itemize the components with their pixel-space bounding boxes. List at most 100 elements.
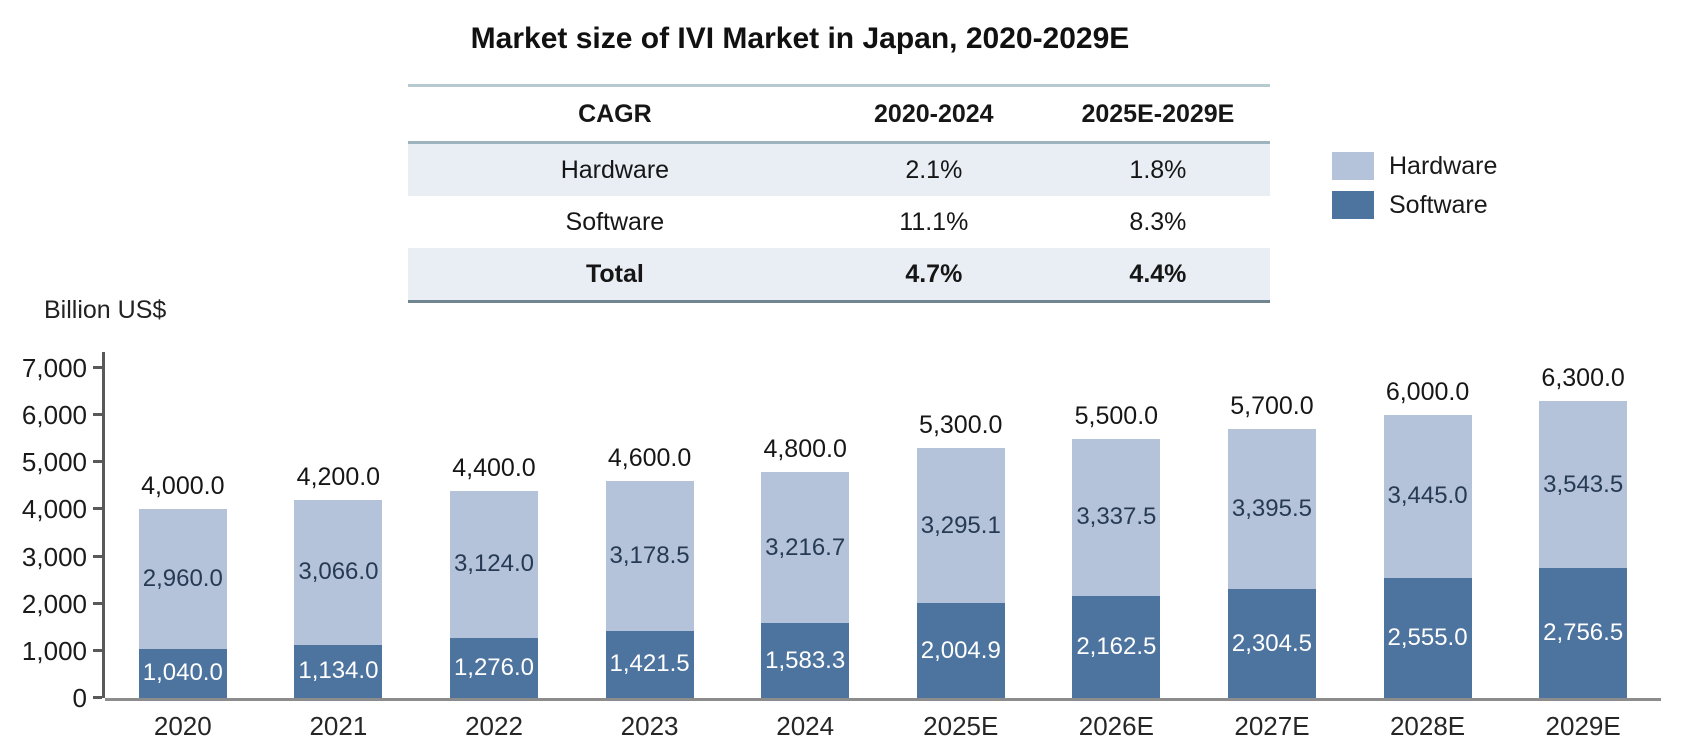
y-tick-label: 1,000 [21,635,87,666]
x-axis-label-2025e: 2025E [923,711,999,741]
software-value-label: 1,040.0 [142,659,223,687]
software-value-label: 2,555.0 [1387,623,1468,651]
bar-column-2023: 4,600.0 3,178.5 1,421.5 2023 [572,368,728,741]
cagr-value-period-2: 8.3% [1129,207,1187,236]
total-value-label: 4,000.0 [141,472,225,501]
y-tick-label: 4,000 [21,494,87,525]
total-value-label: 4,400.0 [452,453,536,482]
total-value-label: 5,700.0 [1230,392,1314,421]
cagr-row-hardware: Hardware 2.1% 1.8% [408,144,1270,196]
x-axis-label-2023: 2023 [620,711,679,741]
y-tick-mark [93,648,102,652]
y-tick-label: 2,000 [21,588,87,619]
legend-label-software: Software [1389,190,1488,219]
cagr-value-period-2: 1.8% [1129,155,1187,184]
software-value-label: 2,304.5 [1231,629,1312,657]
bar-column-2020: 4,000.0 2,960.0 1,040.0 2020 [105,368,261,741]
bar-series-container: 4,000.0 2,960.0 1,040.0 2020 4,200.0 3,066.0 1… [105,364,1661,741]
hardware-segment: 3,124.0 [449,490,538,638]
y-tick-label: 5,000 [21,447,87,478]
stacked-bar-2025e: 3,295.1 2,004.9 [916,448,1005,698]
y-tick-mark [93,366,102,369]
stacked-bar-2027e: 3,395.5 2,304.5 [1227,429,1316,698]
legend-item-hardware: Hardware [1332,152,1497,180]
y-tick-label: 0 [72,683,87,713]
total-value-label: 6,300.0 [1541,364,1625,392]
bar-column-2027e: 5,700.0 3,395.5 2,304.5 2027E [1194,368,1350,741]
stacked-bar-2026e: 3,337.5 2,162.5 [1072,438,1161,698]
stacked-bar-2024: 3,216.7 1,583.3 [761,471,850,698]
y-tick-mark [93,601,102,605]
chart-title: Market size of IVI Market in Japan, 2020… [470,22,1130,55]
cagr-value-period-1: 11.1% [899,207,969,236]
hardware-swatch-icon [1332,152,1374,180]
software-value-label: 2,004.9 [920,636,1001,664]
software-value-label: 1,134.0 [298,657,379,685]
total-value-label: 6,000.0 [1385,378,1470,407]
cagr-row-total: Total 4.7% 4.4% [408,248,1270,300]
total-value-label: 4,200.0 [296,463,381,491]
software-segment: 2,162.5 [1072,596,1161,698]
cagr-value-period-1: 4.7% [905,259,963,288]
cagr-value-period-1: 2.1% [905,155,963,184]
software-segment: 1,276.0 [449,637,538,698]
cagr-table-header-row: CAGR 2020-2024 2025E-2029E [408,87,1270,144]
chart-legend: Hardware Software [1332,152,1497,219]
cagr-header-period-1: 2020-2024 [874,99,994,128]
x-axis-label-2027e: 2027E [1234,711,1310,741]
software-segment: 1,040.0 [138,648,227,698]
legend-label-hardware: Hardware [1389,151,1498,180]
hardware-segment: 3,395.5 [1227,429,1316,590]
hardware-value-label: 3,395.5 [1231,495,1312,523]
bar-column-2026e: 5,500.0 3,337.5 2,162.5 2026E [1039,368,1195,741]
hardware-value-label: 3,216.7 [765,533,846,561]
y-tick-label: 6,000 [21,400,87,431]
x-axis-label-2021: 2021 [309,711,368,741]
total-value-label: 4,600.0 [607,444,692,473]
stacked-bar-2029e: 3,543.5 2,756.5 [1539,401,1628,698]
stacked-bar-2020: 2,960.0 1,040.0 [138,509,227,698]
stacked-bar-2023: 3,178.5 1,421.5 [605,481,694,698]
x-axis-label-2024: 2024 [776,711,835,741]
stacked-bar-2021: 3,066.0 1,134.0 [294,500,383,698]
y-tick-mark [93,413,102,417]
hardware-value-label: 3,124.0 [453,550,535,578]
software-segment: 1,421.5 [605,630,694,698]
bar-column-2021: 4,200.0 3,066.0 1,134.0 2021 [261,368,417,741]
hardware-value-label: 3,445.0 [1387,482,1468,510]
hardware-segment: 3,178.5 [605,481,694,631]
x-axis-label-2029e: 2029E [1545,711,1621,741]
hardware-segment: 3,543.5 [1539,401,1628,569]
y-axis-title: Billion US$ [44,296,167,324]
bar-column-2022: 4,400.0 3,124.0 1,276.0 2022 [416,368,572,741]
y-tick-mark [93,460,102,464]
software-segment: 1,134.0 [294,644,383,698]
software-value-label: 2,756.5 [1543,619,1624,647]
hardware-value-label: 3,066.0 [298,558,379,586]
legend-item-software: Software [1332,191,1497,219]
software-segment: 1,583.3 [761,623,850,698]
hardware-segment: 3,445.0 [1383,415,1472,578]
cagr-table-body: Hardware 2.1% 1.8% Software 11.1% 8.3% Total 4.… [408,144,1270,300]
hardware-value-label: 2,960.0 [142,565,223,593]
software-swatch-icon [1332,191,1374,219]
x-axis-label-2026e: 2026E [1078,711,1154,741]
cagr-row-label: Total [585,259,644,288]
y-tick-mark [93,696,102,699]
hardware-segment: 3,337.5 [1072,438,1161,597]
bar-column-2025e: 5,300.0 3,295.1 2,004.9 2025E [883,368,1039,741]
x-axis-label-2020: 2020 [153,711,212,741]
cagr-header-metric: CAGR [578,99,652,128]
x-axis-label-2022: 2022 [465,711,523,741]
y-tick-mark [93,554,102,558]
cagr-header-period-2: 2025E-2029E [1081,99,1235,128]
total-value-label: 5,300.0 [919,411,1003,440]
y-tick-mark [93,507,102,511]
hardware-value-label: 3,295.1 [920,511,1001,539]
total-value-label: 5,500.0 [1074,401,1159,430]
total-value-label: 4,800.0 [763,434,847,463]
software-segment: 2,304.5 [1227,589,1316,698]
y-tick-label: 7,000 [21,353,87,383]
bar-column-2029e: 6,300.0 3,543.5 2,756.5 2029E [1505,364,1661,741]
hardware-value-label: 3,337.5 [1076,503,1157,531]
